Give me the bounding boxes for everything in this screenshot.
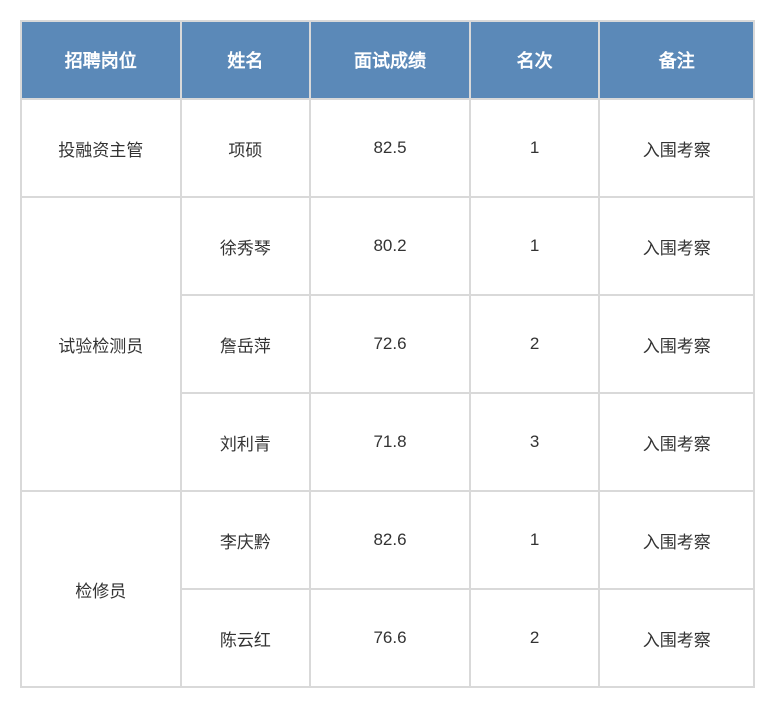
name-cell: 徐秀琴 <box>181 197 311 295</box>
position-cell: 检修员 <box>21 491 181 687</box>
table-header-cell: 姓名 <box>181 21 311 99</box>
score-cell: 71.8 <box>310 393 470 491</box>
score-cell: 76.6 <box>310 589 470 687</box>
remark-cell: 入围考察 <box>599 99 754 197</box>
name-cell: 陈云红 <box>181 589 311 687</box>
name-cell: 詹岳萍 <box>181 295 311 393</box>
remark-cell: 入围考察 <box>599 491 754 589</box>
score-cell: 72.6 <box>310 295 470 393</box>
name-cell: 李庆黔 <box>181 491 311 589</box>
position-cell: 投融资主管 <box>21 99 181 197</box>
remark-cell: 入围考察 <box>599 589 754 687</box>
table-header-cell: 招聘岗位 <box>21 21 181 99</box>
table-row: 投融资主管项硕82.51入围考察 <box>21 99 754 197</box>
remark-cell: 入围考察 <box>599 197 754 295</box>
name-cell: 刘利青 <box>181 393 311 491</box>
rank-cell: 3 <box>470 393 600 491</box>
rank-cell: 2 <box>470 589 600 687</box>
name-cell: 项硕 <box>181 99 311 197</box>
rank-cell: 1 <box>470 491 600 589</box>
remark-cell: 入围考察 <box>599 393 754 491</box>
score-cell: 80.2 <box>310 197 470 295</box>
score-cell: 82.6 <box>310 491 470 589</box>
rank-cell: 2 <box>470 295 600 393</box>
table-header-cell: 面试成绩 <box>310 21 470 99</box>
table-header-row: 招聘岗位姓名面试成绩名次备注 <box>21 21 754 99</box>
score-cell: 82.5 <box>310 99 470 197</box>
rank-cell: 1 <box>470 99 600 197</box>
position-cell: 试验检测员 <box>21 197 181 491</box>
remark-cell: 入围考察 <box>599 295 754 393</box>
table-row: 试验检测员徐秀琴80.21入围考察 <box>21 197 754 295</box>
table-row: 检修员李庆黔82.61入围考察 <box>21 491 754 589</box>
rank-cell: 1 <box>470 197 600 295</box>
table-header-cell: 备注 <box>599 21 754 99</box>
table-header-cell: 名次 <box>470 21 600 99</box>
results-table: 招聘岗位姓名面试成绩名次备注投融资主管项硕82.51入围考察试验检测员徐秀琴80… <box>20 20 755 688</box>
